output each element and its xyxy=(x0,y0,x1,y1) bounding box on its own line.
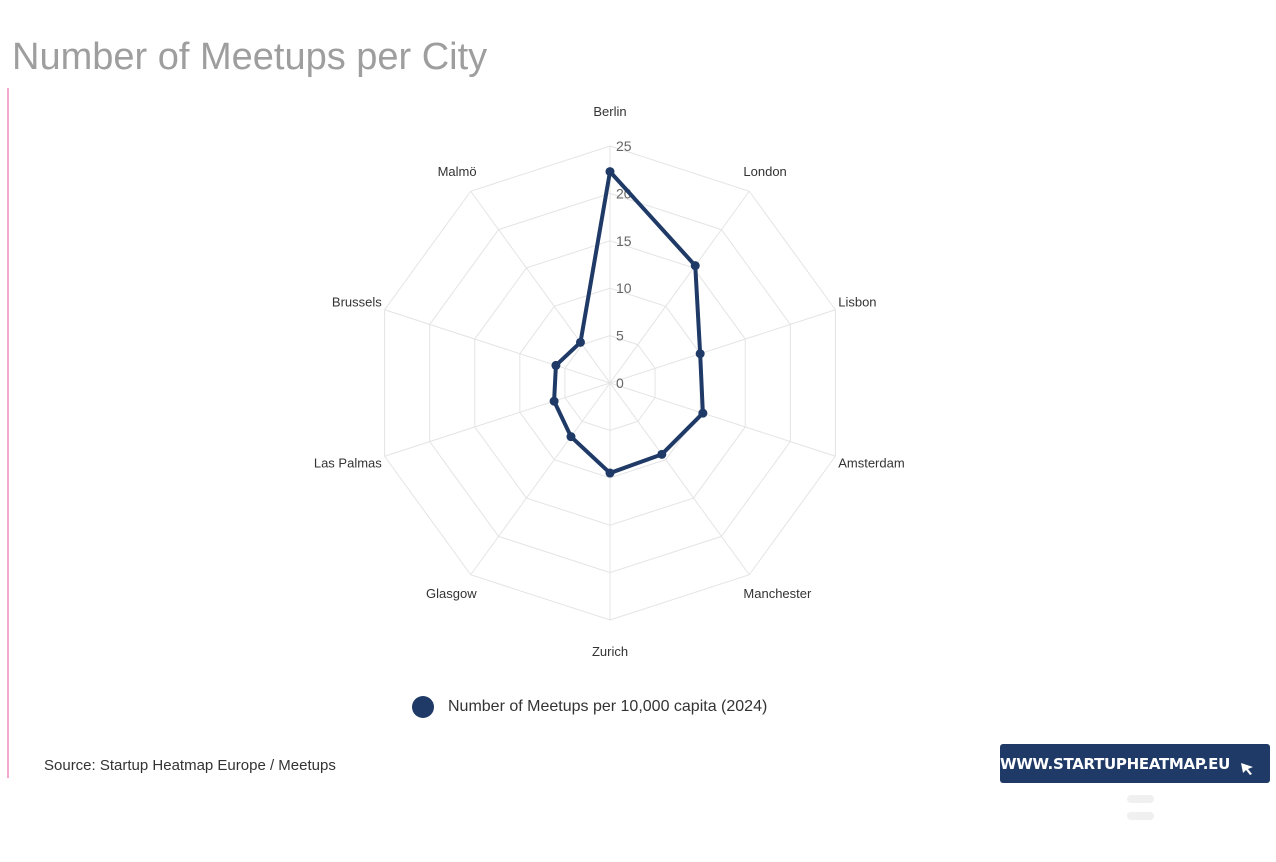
category-label: Glasgow xyxy=(426,586,477,601)
grid-spoke xyxy=(384,382,611,457)
cursor-pointer-icon xyxy=(1241,762,1253,775)
website-link-label: WWW.STARTUPHEATMAP.EU xyxy=(1000,754,1230,773)
legend-label: Number of Meetups per 10,000 capita (202… xyxy=(448,698,768,715)
legend-marker xyxy=(412,696,434,718)
category-labels: Berlin London Lisbon Amsterdam Manchester Zur… xyxy=(314,104,905,659)
data-point-zurich[interactable] xyxy=(605,468,615,478)
data-point-manchester[interactable] xyxy=(657,449,667,459)
category-label: Amsterdam xyxy=(838,456,904,471)
website-link-button[interactable]: WWW.STARTUPHEATMAP.EU xyxy=(1000,744,1270,783)
data-point-berlin[interactable] xyxy=(605,167,615,177)
radar-grid xyxy=(384,145,836,621)
data-point-london[interactable] xyxy=(690,261,700,271)
data-point-glasgow[interactable] xyxy=(566,432,576,442)
data-point-amsterdam[interactable] xyxy=(698,408,708,418)
grid-spoke xyxy=(470,190,611,384)
data-point-lisbon[interactable] xyxy=(695,349,705,359)
category-label: Malmö xyxy=(438,164,477,179)
grid-spoke xyxy=(609,309,836,384)
page-title: Number of Meetups per City xyxy=(12,36,488,78)
radial-tick-label: 5 xyxy=(616,328,624,344)
data-point-brussels[interactable] xyxy=(551,360,561,370)
category-label: Manchester xyxy=(743,586,812,601)
source-note: Source: Startup Heatmap Europe / Meetups xyxy=(44,757,336,774)
category-label: Zurich xyxy=(592,644,628,659)
accent-line xyxy=(7,88,9,778)
grid-spoke xyxy=(609,382,836,457)
category-label: Brussels xyxy=(332,294,382,309)
data-point-las-palmas[interactable] xyxy=(549,396,559,406)
grid-spoke xyxy=(384,309,611,384)
radial-tick-label: 15 xyxy=(616,233,632,249)
category-label: Lisbon xyxy=(838,294,876,309)
series-layer xyxy=(549,167,708,478)
grid-spoke xyxy=(609,382,750,576)
data-point-malmö[interactable] xyxy=(575,337,585,347)
category-label: Berlin xyxy=(593,104,626,119)
radial-tick-label: 25 xyxy=(616,138,632,154)
grid-spoke xyxy=(470,382,611,576)
category-label: London xyxy=(743,164,786,179)
grid-spoke xyxy=(609,190,750,384)
menu-icon[interactable] xyxy=(1127,795,1154,821)
radial-tick-label: 0 xyxy=(616,375,624,391)
radial-tick-label: 10 xyxy=(616,280,632,296)
category-label: Las Palmas xyxy=(314,456,382,471)
legend[interactable]: Number of Meetups per 10,000 capita (202… xyxy=(412,696,767,718)
